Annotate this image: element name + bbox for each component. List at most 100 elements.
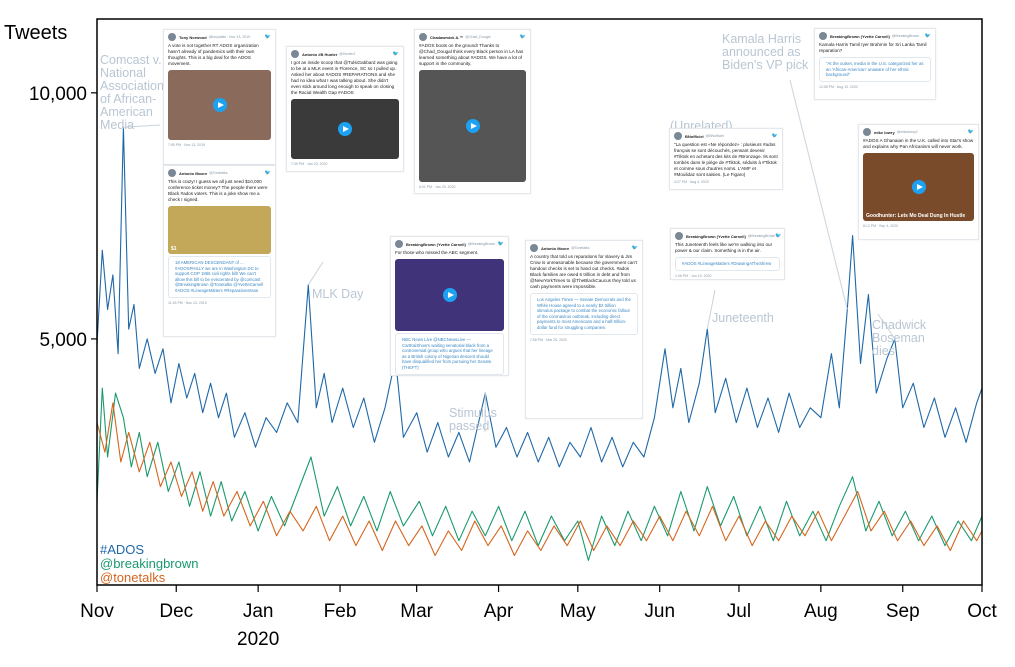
plot-frame <box>96 18 983 586</box>
tweet-card: Chadawmixk A.™ @Chad_Dougal 🐦 #ADOS boots o… <box>414 29 531 194</box>
tweet-media <box>419 70 526 182</box>
x-tick-label: Dec <box>159 601 193 622</box>
tweet-quote: "At the outset, media in the U.S. catego… <box>819 57 931 82</box>
tweet-author-name: Chadawmixk A.™ <box>430 34 464 40</box>
tweet-card: BreakingBrown (Yvette Carnell) @BreakingB… <box>670 228 785 280</box>
legend-entry: @tonetalks <box>100 570 166 585</box>
tweet-quote-text: #ADOS #LineageMatters #DrawingATheShrew <box>682 261 772 266</box>
tweet-text: I got an inside scoop that @TulsiGabbard… <box>291 60 398 95</box>
media-caption: Goodhunter: Lets Mo Deal Dung In Hustle <box>866 213 966 219</box>
tweet-author-name: Tony Norwood <box>179 34 207 40</box>
twitter-bird-icon: 🐦 <box>497 241 504 247</box>
x-tick-label: Jun <box>644 601 675 622</box>
annotation-text: passed <box>449 419 489 433</box>
twitter-bird-icon: 🐦 <box>631 245 638 251</box>
legend-entry: @breakingbrown <box>100 556 198 571</box>
legend-entry: #ADOS <box>100 542 144 557</box>
x-tick-label: Jul <box>727 601 751 622</box>
twitter-bird-icon: 🐦 <box>771 133 778 139</box>
tweet-quote: NBC News Live @NBCNewsLive — CartKaiShow… <box>395 333 504 375</box>
annotation-text: Biden's VP pick <box>722 58 809 72</box>
twitter-bird-icon: 🐦 <box>392 51 399 57</box>
twitter-bird-icon: 🐦 <box>264 170 271 176</box>
series-line-ados <box>96 126 983 468</box>
tweet-footer: 6:01 PM · Jan 20, 2020 <box>419 185 456 189</box>
tweet-footer: 4:27 PM · Aug 4, 2020 <box>674 180 709 184</box>
tweet-author-name: Antonio Moore <box>541 245 570 251</box>
x-tick-label: Jan <box>243 601 274 622</box>
annotation-text: dies <box>872 344 895 358</box>
tweet-author-handle: @mikelowry2 <box>896 130 918 134</box>
avatar <box>419 33 427 41</box>
avatar <box>819 32 827 40</box>
tweet-footer: 8:12 PM · Sep 4, 2020 <box>863 224 899 228</box>
annotation-text: Media <box>100 118 134 132</box>
tweet-author-name: BreakingBrown (Yvette Carnell) <box>686 233 746 239</box>
annotation-text: American <box>100 105 153 119</box>
tweet-author-name: BreakingBrown (Yvette Carnell) <box>830 33 890 39</box>
tweet-text: A vote is not together RT ADOS organizat… <box>168 43 259 66</box>
avatar <box>291 50 299 58</box>
annotation-text: MLK Day <box>312 287 364 301</box>
tweet-card: Antonio Moore @Tonetalks 🐦 This is crazy! I… <box>163 165 276 337</box>
tweet-footer: 1:06 PM · Jun 19, 2020 <box>675 273 712 278</box>
twitter-bird-icon: 🐦 <box>264 34 271 40</box>
tweet-footer: 12:08 PM · Aug 13, 2020 <box>819 84 858 89</box>
tweet-text: "La question est «Ne répondez» : plusieu… <box>674 142 778 177</box>
tweet-quote-text: "At the outset, media in the U.S. catego… <box>826 61 924 78</box>
x-tick-label: Nov <box>80 601 114 622</box>
tweet-author-handle: @BreakingBrown <box>891 34 920 38</box>
x-tick-label: May <box>560 601 596 622</box>
tweet-card: BreakingBrown (Yvette Carnell) @BreakingB… <box>814 28 936 100</box>
play-icon <box>338 122 352 136</box>
tweet-text: This Juneteenth feels like we're walking… <box>675 242 773 253</box>
tweet-media <box>291 99 399 159</box>
tweet-header: Chadawmixk A.™ @Chad_Dougal 🐦 <box>415 30 530 42</box>
play-icon <box>465 119 480 133</box>
tweet-header: Tony Norwood @tonytalks · Nov 13, 2019 🐦 <box>164 30 275 42</box>
tweet-quote: 18 AMERICAN DESCENDANT of ... #ADOSPHILL… <box>168 256 271 298</box>
annotation-leader <box>789 79 848 310</box>
tweet-text: #ADOS boots on the ground! Thanks to @Ch… <box>419 43 524 66</box>
tweet-author-handle: @BreakingBrown <box>467 242 496 246</box>
x-tick-label: Feb <box>324 601 357 622</box>
tweet-text: For those who missed the ABC segment. <box>395 250 479 255</box>
annotation-leader <box>706 289 716 330</box>
tweet-quote-text: 18 AMERICAN DESCENDANT of ... #ADOSPHILL… <box>175 260 264 293</box>
avatar <box>395 240 403 248</box>
x-tick-label: Aug <box>804 601 838 622</box>
annotation-leader <box>123 124 161 128</box>
avatar <box>530 244 538 252</box>
tweet-card: Antonio #B Hunter @Hunter2 🐦 I got an insid… <box>286 46 404 172</box>
annotation-text: Association <box>100 79 164 93</box>
tweet-text: Kamala Harris Tamil Iyer Brahmin for Sri… <box>819 42 927 53</box>
tweet-header: Antonio Moore @Tonetalks 🐦 <box>164 166 275 178</box>
tweet-header: mike lowry @mikelowry2 🐦 <box>859 125 978 137</box>
tweet-text: This is crazy! I guess we all just need … <box>168 179 268 202</box>
tweet-author-name: Antonio Moore <box>179 170 208 176</box>
tweet-card: BNofficiel @BNofficiel 🐦 "La question est «… <box>669 128 783 190</box>
tweet-header: Antonio Moore @Tonetalks 🐦 <box>526 241 642 253</box>
tweet-media <box>168 70 271 140</box>
annotation-text: Juneteenth <box>712 311 774 325</box>
tweet-quote-text: Los Angeles Times — Senate Democrats and… <box>537 297 631 330</box>
tweet-card: Tony Norwood @tonytalks · Nov 13, 2019 🐦 A … <box>163 29 276 165</box>
x-tick-label: Sep <box>886 601 920 622</box>
tweet-header: BNofficiel @BNofficiel 🐦 <box>670 129 782 141</box>
tweet-text: A country that told us reparations for s… <box>530 254 638 289</box>
tweet-author-handle: @Tonetalks <box>571 246 590 250</box>
tweet-author-handle: @BreakingBrown <box>747 234 776 238</box>
tweet-footer: 7:58 PM · Mar 25, 2020 <box>530 337 567 342</box>
annotation-text: Kamala Harris <box>722 32 801 46</box>
x-tick-sublabel: 2020 <box>237 629 279 650</box>
tweet-footer: 7:39 PM · Jan 20, 2020 <box>291 162 328 166</box>
annotation-text: of African- <box>100 92 156 106</box>
tweet-header: Antonio #B Hunter @Hunter2 🐦 <box>287 47 403 59</box>
media-caption: $1 <box>171 246 177 252</box>
twitter-bird-icon: 🐦 <box>775 233 782 239</box>
tweet-media <box>395 259 504 331</box>
legend: #ADOS@breakingbrown@tonetalks <box>100 542 198 585</box>
play-icon <box>212 98 227 112</box>
y-axis: 5,000 10,000 <box>29 84 97 351</box>
